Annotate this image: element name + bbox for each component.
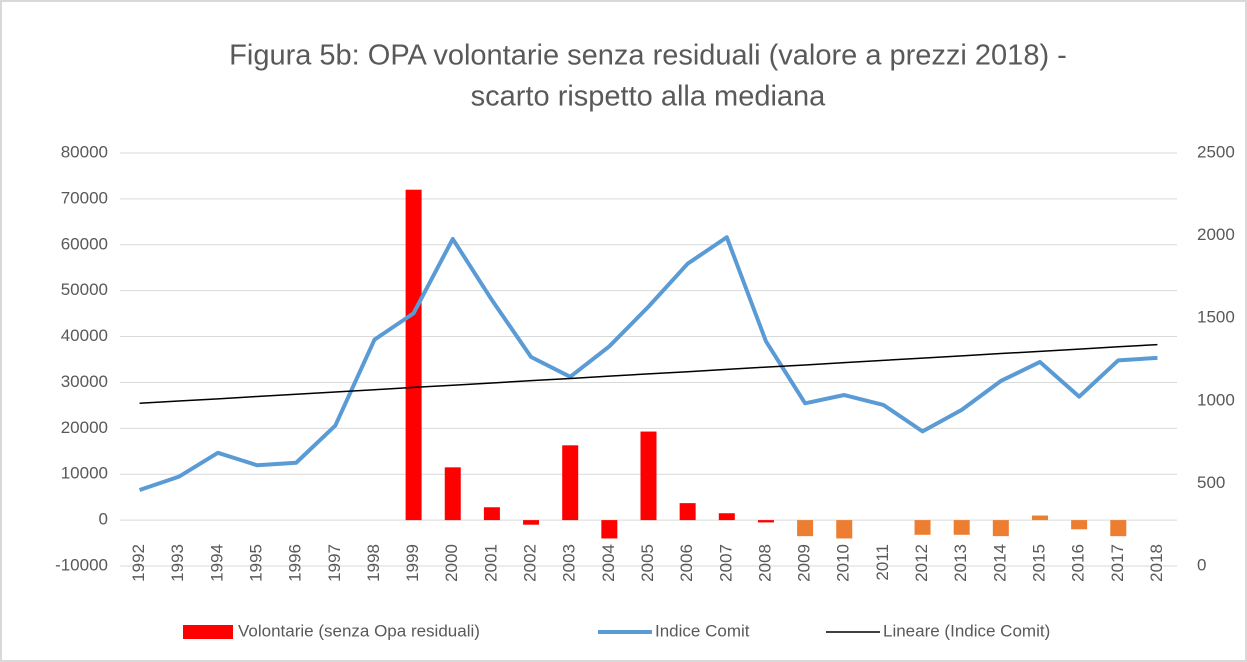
x-tick-label: 1997 xyxy=(325,544,344,582)
y2-tick-label: 1500 xyxy=(1197,308,1235,327)
x-tick-label: 2006 xyxy=(677,544,696,582)
y-tick-label: 10000 xyxy=(61,464,108,483)
y2-tick-label: 2500 xyxy=(1197,142,1235,161)
bar xyxy=(483,507,500,521)
bar xyxy=(1071,520,1088,530)
bar xyxy=(914,520,931,535)
x-tick-label: 1996 xyxy=(286,544,305,582)
bar xyxy=(953,520,970,535)
x-tick-label: 2011 xyxy=(873,544,892,581)
x-tick-label: 2008 xyxy=(755,544,774,582)
x-tick-label: 2004 xyxy=(599,544,618,582)
x-tick-label: 1998 xyxy=(364,544,383,582)
bar xyxy=(797,520,814,537)
y-tick-label: 40000 xyxy=(61,326,108,345)
x-tick-label: 2010 xyxy=(834,544,853,582)
x-tick-label: 1995 xyxy=(247,544,266,582)
x-tick-label: 1992 xyxy=(129,544,148,582)
bar xyxy=(992,520,1009,537)
y-tick-label: -10000 xyxy=(55,555,108,574)
bar xyxy=(405,189,422,521)
bar xyxy=(836,520,853,539)
x-tick-label: 2007 xyxy=(716,544,735,582)
x-tick-label: 2017 xyxy=(1108,544,1127,582)
bar xyxy=(444,467,461,521)
bar xyxy=(523,520,540,525)
bar xyxy=(562,445,579,521)
y2-tick-label: 500 xyxy=(1197,473,1225,492)
y-tick-label: 50000 xyxy=(61,280,108,299)
legend-label: Lineare (Indice Comit) xyxy=(883,621,1050,640)
x-tick-label: 2013 xyxy=(951,544,970,582)
bar xyxy=(757,520,774,523)
x-tick-label: 1999 xyxy=(403,544,422,582)
y-tick-label: 20000 xyxy=(61,418,108,437)
bar xyxy=(1110,520,1127,537)
line-series xyxy=(139,343,1158,405)
x-tick-label: 2009 xyxy=(795,544,814,582)
x-tick-label: 2015 xyxy=(1029,544,1048,582)
bar xyxy=(640,431,657,521)
bar xyxy=(1031,515,1048,521)
x-tick-label: 2002 xyxy=(521,544,540,582)
y-tick-label: 30000 xyxy=(61,372,108,391)
chart-title: Figura 5b: OPA volontarie senza residual… xyxy=(229,40,1067,72)
y2-tick-label: 0 xyxy=(1197,555,1206,574)
chart-subtitle: scarto rispetto alla mediana xyxy=(471,81,826,113)
y2-tick-label: 1000 xyxy=(1197,390,1235,409)
line-series xyxy=(138,235,1158,492)
y-tick-label: 0 xyxy=(99,510,108,529)
y2-tick-label: 2000 xyxy=(1197,225,1235,244)
bar xyxy=(601,520,618,539)
legend-label: Indice Comit xyxy=(655,621,750,640)
bar xyxy=(718,513,735,521)
bar xyxy=(679,503,696,521)
x-tick-label: 2005 xyxy=(638,544,657,582)
x-tick-label: 2018 xyxy=(1147,544,1166,582)
x-tick-label: 1994 xyxy=(207,544,226,582)
x-tick-label: 2014 xyxy=(990,544,1009,582)
y-tick-label: 70000 xyxy=(61,188,108,207)
y-tick-label: 60000 xyxy=(61,234,108,253)
legend-label: Volontarie (senza Opa residuali) xyxy=(238,621,480,640)
x-tick-label: 1993 xyxy=(168,544,187,582)
x-tick-label: 2003 xyxy=(560,544,579,582)
x-tick-label: 2016 xyxy=(1069,544,1088,582)
x-tick-label: 2000 xyxy=(442,544,461,582)
y-tick-label: 80000 xyxy=(61,142,108,161)
x-tick-label: 2012 xyxy=(912,544,931,582)
x-tick-label: 2001 xyxy=(481,544,500,582)
legend-swatch xyxy=(183,625,233,639)
